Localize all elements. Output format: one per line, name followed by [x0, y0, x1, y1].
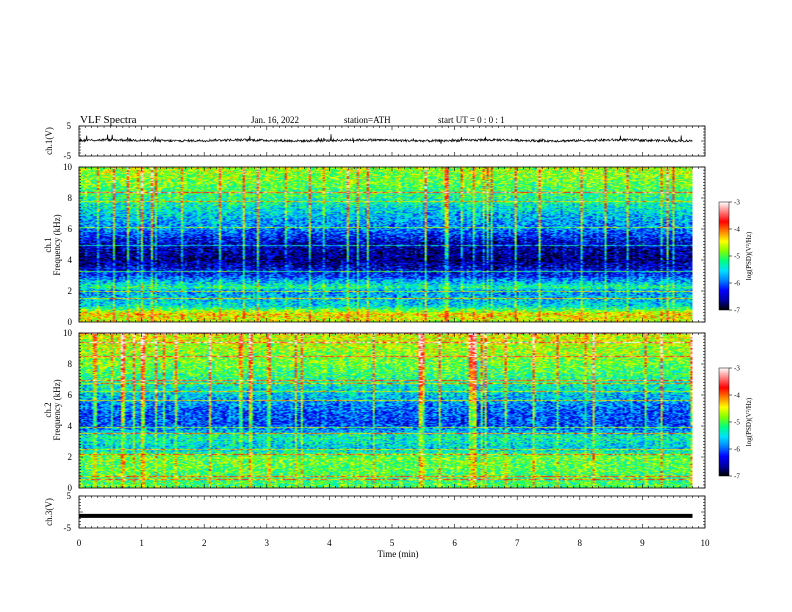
colorbar-tick-label: -3	[734, 199, 740, 207]
axis-ticks	[78, 125, 706, 529]
x-tick-label: 8	[578, 538, 583, 548]
x-tick-label: 6	[452, 538, 457, 548]
y-tick-label: 6	[68, 224, 73, 234]
y-tick-label: 2	[68, 286, 73, 296]
x-tick-label: 0	[77, 538, 82, 548]
ch3-waveform-ylabel: ch.3(V)	[44, 498, 54, 526]
x-tick-label: 7	[515, 538, 520, 548]
colorbar-ticks	[729, 201, 732, 477]
colorbar-tick-label: -5	[734, 253, 740, 261]
y-tick-label: 0	[68, 317, 73, 327]
start-ut-label: start UT = 0 : 0 : 1	[438, 115, 505, 125]
x-tick-label: 10	[701, 538, 711, 548]
colorbar-tick-label: -3	[734, 365, 740, 373]
colorbar-2-label: log(PSD)(V²/Hz)	[745, 397, 753, 446]
y-tick-label: 6	[68, 390, 73, 400]
x-tick-label: 2	[202, 538, 207, 548]
colorbar-1-label: log(PSD)(V²/Hz)	[745, 231, 753, 280]
y-tick-label: 8	[68, 193, 73, 203]
station-label: station=ATH	[344, 115, 391, 125]
y-tick-label: 5	[67, 121, 72, 131]
y-tick-label: 4	[68, 255, 73, 265]
y-tick-label: 2	[68, 452, 73, 462]
colorbar-tick-label: -4	[734, 226, 740, 234]
y-tick-label: 5	[67, 491, 72, 501]
ch1-waveform-line	[78, 134, 693, 144]
colorbar-tick-label: -5	[734, 419, 740, 427]
ch1-spectrogram-image	[79, 167, 693, 322]
x-tick-label: 9	[640, 538, 645, 548]
y-tick-label: -5	[64, 151, 72, 161]
y-tick-label: 10	[63, 328, 73, 338]
date-label: Jan. 16, 2022	[251, 115, 299, 125]
y-tick-label: 8	[68, 359, 73, 369]
colorbar-tick-label: -7	[734, 473, 740, 481]
colorbar-tick-label: -4	[734, 392, 740, 400]
ch1-spectrogram-ylabel-2: Frequency (kHz)	[52, 214, 62, 275]
x-tick-label: 3	[265, 538, 270, 548]
x-tick-label: 1	[139, 538, 144, 548]
ch2-spectrogram-ylabel-1: ch.2	[43, 402, 53, 417]
ch2-spectrogram-ylabel-2: Frequency (kHz)	[52, 379, 62, 440]
colorbar-2	[718, 367, 730, 477]
y-tick-label: -5	[64, 523, 72, 533]
y-tick-label: 0	[68, 483, 73, 493]
ch1-waveform-ylabel: ch.1(V)	[44, 127, 54, 155]
colorbar-tick-label: -7	[734, 307, 740, 315]
figure-title: VLF Spectra	[80, 114, 137, 126]
x-tick-label: 5	[390, 538, 395, 548]
tick-labels: 0 1 2 3 4 5 6 7 8 9 10024681002468105-55-5-3-4-5-6…	[63, 121, 740, 548]
ch3-waveform-frame	[78, 495, 706, 529]
ch1-spectrogram-ylabel-1: ch.1	[43, 237, 53, 252]
x-axis-label: Time (min)	[378, 549, 419, 559]
x-tick-label: 4	[327, 538, 332, 548]
y-tick-label: 10	[63, 162, 73, 172]
colorbar-1	[718, 201, 730, 311]
ch2-spectrogram-image	[79, 333, 693, 488]
colorbar-tick-label: -6	[734, 280, 740, 288]
y-tick-label: 4	[68, 421, 73, 431]
colorbar-tick-label: -6	[734, 446, 740, 454]
